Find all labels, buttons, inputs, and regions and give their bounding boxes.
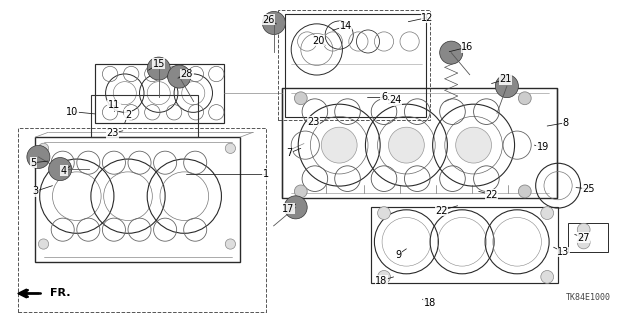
Circle shape (456, 127, 492, 163)
Text: 12: 12 (421, 12, 434, 23)
Bar (91, 95, 198, 137)
Text: 3: 3 (32, 186, 38, 197)
Circle shape (168, 65, 191, 88)
Text: 22: 22 (435, 205, 448, 216)
Text: 24: 24 (389, 95, 402, 106)
Circle shape (284, 196, 307, 219)
Circle shape (541, 207, 554, 219)
Text: 16: 16 (461, 42, 474, 52)
Circle shape (495, 75, 518, 98)
Text: 2: 2 (125, 110, 131, 120)
Text: 20: 20 (312, 36, 325, 46)
Circle shape (147, 57, 170, 80)
Text: 22: 22 (485, 189, 498, 200)
Text: 21: 21 (499, 74, 512, 84)
Circle shape (577, 236, 590, 249)
Text: 13: 13 (557, 247, 570, 257)
Circle shape (440, 41, 463, 64)
Circle shape (27, 145, 50, 168)
Text: 6: 6 (381, 92, 387, 102)
Bar (18, 128, 266, 312)
Text: 7: 7 (286, 148, 292, 158)
Text: 25: 25 (582, 184, 595, 194)
Circle shape (321, 127, 357, 163)
Circle shape (518, 92, 531, 105)
Text: 23: 23 (106, 128, 119, 138)
Text: 15: 15 (152, 59, 165, 69)
Text: 17: 17 (282, 204, 294, 214)
Circle shape (225, 143, 236, 153)
Circle shape (577, 223, 590, 236)
Text: 1: 1 (262, 169, 269, 179)
Circle shape (38, 239, 49, 249)
Circle shape (388, 127, 424, 163)
Text: 8: 8 (562, 118, 568, 128)
Text: 11: 11 (108, 100, 120, 110)
Circle shape (49, 158, 72, 181)
Text: 27: 27 (577, 233, 590, 243)
Text: TK84E1000: TK84E1000 (566, 293, 611, 302)
Text: 14: 14 (339, 21, 352, 31)
Text: 28: 28 (180, 69, 193, 79)
Circle shape (38, 143, 49, 153)
Text: 9: 9 (395, 249, 401, 260)
Text: 5: 5 (30, 158, 36, 168)
Text: 19: 19 (536, 142, 549, 152)
Text: 10: 10 (66, 107, 79, 117)
Circle shape (541, 271, 554, 283)
Circle shape (225, 239, 236, 249)
Circle shape (378, 271, 390, 283)
Text: FR.: FR. (49, 288, 70, 299)
Text: 26: 26 (262, 15, 275, 25)
Bar (568, 223, 608, 252)
Text: 4: 4 (61, 166, 67, 176)
Text: 18: 18 (424, 298, 436, 308)
Circle shape (262, 11, 285, 34)
Circle shape (294, 185, 307, 198)
Circle shape (378, 207, 390, 219)
Circle shape (294, 92, 307, 105)
Circle shape (518, 185, 531, 198)
Text: 23: 23 (307, 117, 320, 127)
Bar (278, 10, 430, 120)
Text: 18: 18 (375, 276, 388, 286)
